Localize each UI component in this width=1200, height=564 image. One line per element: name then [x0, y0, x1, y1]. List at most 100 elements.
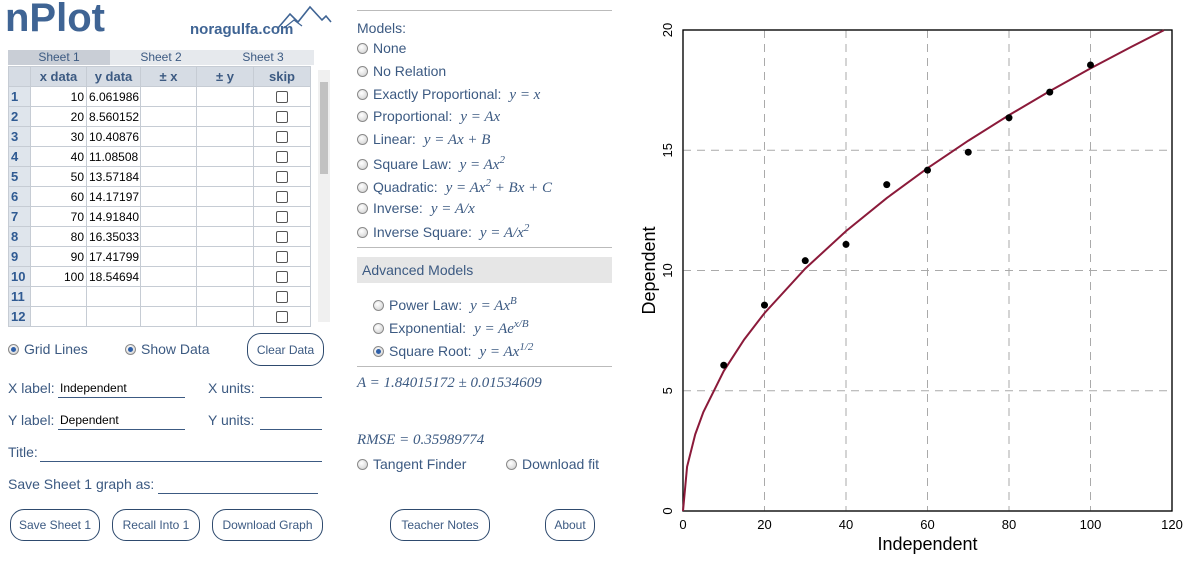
checkbox[interactable]: [276, 231, 288, 244]
checkbox[interactable]: [276, 171, 288, 184]
formula-part: y = Ax: [470, 298, 510, 314]
sheet-tab[interactable]: Sheet 1: [8, 50, 110, 65]
option-label: Quadratic:: [373, 178, 438, 195]
radio[interactable]: [357, 202, 368, 214]
radio[interactable]: [506, 459, 517, 470]
text-input[interactable]: [260, 413, 322, 430]
radio[interactable]: [373, 346, 384, 357]
text-input[interactable]: [40, 445, 322, 462]
checkbox[interactable]: [276, 111, 288, 124]
model-option[interactable]: Exactly Proportional: y = x: [357, 86, 540, 104]
column-header: x data: [30, 66, 87, 87]
checkbox[interactable]: [276, 191, 288, 204]
option[interactable]: Grid Lines: [8, 341, 88, 357]
data-point: [801, 257, 809, 265]
cell[interactable]: 8.560152: [86, 106, 141, 127]
radio[interactable]: [357, 88, 368, 100]
advanced-option[interactable]: Square Root: y = Ax1/2: [373, 341, 533, 361]
site-name[interactable]: noragulfa.com: [190, 21, 294, 38]
option-label: Exponential:: [389, 320, 467, 336]
radio[interactable]: [125, 344, 136, 355]
skip-cell: [253, 226, 311, 247]
advanced-option[interactable]: Exponential: y = Aex/B: [373, 318, 529, 338]
checkbox[interactable]: [276, 271, 288, 284]
formula-part: y = A/x: [430, 200, 475, 217]
checkbox[interactable]: [276, 131, 288, 144]
checkbox[interactable]: [276, 311, 288, 324]
checkbox[interactable]: [276, 291, 288, 304]
data-point: [842, 240, 850, 248]
cell[interactable]: 17.41799: [86, 246, 141, 267]
checkbox[interactable]: [276, 251, 288, 264]
formula-part: y = x: [509, 86, 541, 103]
button[interactable]: About: [545, 509, 595, 541]
cell[interactable]: 13.57184: [86, 166, 141, 187]
model-option[interactable]: Quadratic: y = Ax2 + Bx + C: [357, 177, 552, 197]
model-option[interactable]: None: [357, 40, 406, 56]
cell[interactable]: 16.35033: [86, 226, 141, 247]
radio[interactable]: [357, 159, 368, 170]
checkbox[interactable]: [276, 151, 288, 164]
tool-label: Tangent Finder: [373, 456, 467, 472]
table-row: 1 10 6.061986: [8, 86, 311, 107]
radio[interactable]: [357, 227, 368, 239]
rmse-result: RMSE = 0.35989774: [357, 432, 485, 448]
checkbox[interactable]: [276, 91, 288, 104]
radio[interactable]: [357, 181, 368, 193]
model-option[interactable]: Proportional: y = Ax: [357, 108, 500, 126]
radio[interactable]: [357, 459, 368, 470]
model-option[interactable]: Square Law: y = Ax2: [357, 154, 505, 174]
button[interactable]: Download Graph: [212, 509, 323, 541]
model-option[interactable]: No Relation: [357, 63, 446, 79]
text-input[interactable]: Independent: [58, 381, 185, 398]
button[interactable]: Teacher Notes: [390, 509, 490, 541]
radio[interactable]: [373, 323, 384, 334]
cell[interactable]: 11.08508: [86, 146, 141, 167]
radio[interactable]: [357, 43, 368, 54]
radio[interactable]: [8, 344, 19, 355]
button[interactable]: Recall Into 1: [112, 509, 200, 541]
skip-cell: [253, 266, 311, 287]
formula: y = AxB: [470, 295, 517, 314]
field-label: X units:: [208, 380, 255, 396]
model-option[interactable]: Inverse: y = A/x: [357, 200, 475, 218]
advanced-option[interactable]: Power Law: y = AxB: [373, 295, 517, 315]
radio[interactable]: [357, 111, 368, 123]
model-option[interactable]: Inverse Square: y = A/x2: [357, 222, 529, 242]
formula-part: 2: [499, 154, 505, 166]
table-row: 4 40 11.08508: [8, 146, 311, 167]
x-tick-label: 120: [1161, 517, 1183, 532]
text-input[interactable]: [260, 381, 322, 398]
sheet-tab[interactable]: Sheet 3: [212, 50, 314, 65]
cell[interactable]: 100: [30, 266, 87, 287]
model-option[interactable]: Linear: y = Ax + B: [357, 131, 490, 149]
tool-option[interactable]: Tangent Finder: [357, 456, 466, 472]
radio[interactable]: [357, 65, 368, 77]
table-row: 9 90 17.41799: [8, 246, 311, 267]
formula-part: y = A/x: [479, 225, 524, 242]
data-point: [720, 361, 728, 369]
text-input[interactable]: [158, 477, 318, 494]
radio[interactable]: [373, 300, 384, 311]
checkbox[interactable]: [276, 211, 288, 224]
x-tick-label: 0: [679, 517, 686, 532]
cell[interactable]: 70: [30, 206, 87, 227]
clear-button[interactable]: Clear Data: [247, 333, 324, 366]
sheet-tab[interactable]: Sheet 2: [110, 50, 212, 65]
y-tick-label: 5: [660, 387, 675, 394]
radio[interactable]: [357, 134, 368, 146]
y-tick-label: 15: [660, 143, 675, 157]
tool-option[interactable]: Download fit: [506, 456, 599, 472]
scrollbar[interactable]: [318, 70, 330, 322]
option-label: None: [373, 40, 407, 56]
button[interactable]: Save Sheet 1: [10, 509, 100, 541]
text-input[interactable]: Dependent: [58, 413, 185, 430]
plot-border: [682, 29, 1173, 512]
option[interactable]: Show Data: [125, 341, 209, 357]
field-label: Y units:: [208, 412, 255, 428]
formula: y = Ax + B: [424, 132, 491, 148]
formula-part: 1/2: [519, 341, 534, 353]
cell[interactable]: 14.91840: [86, 206, 141, 227]
formula-part: y = Ae: [474, 321, 514, 337]
